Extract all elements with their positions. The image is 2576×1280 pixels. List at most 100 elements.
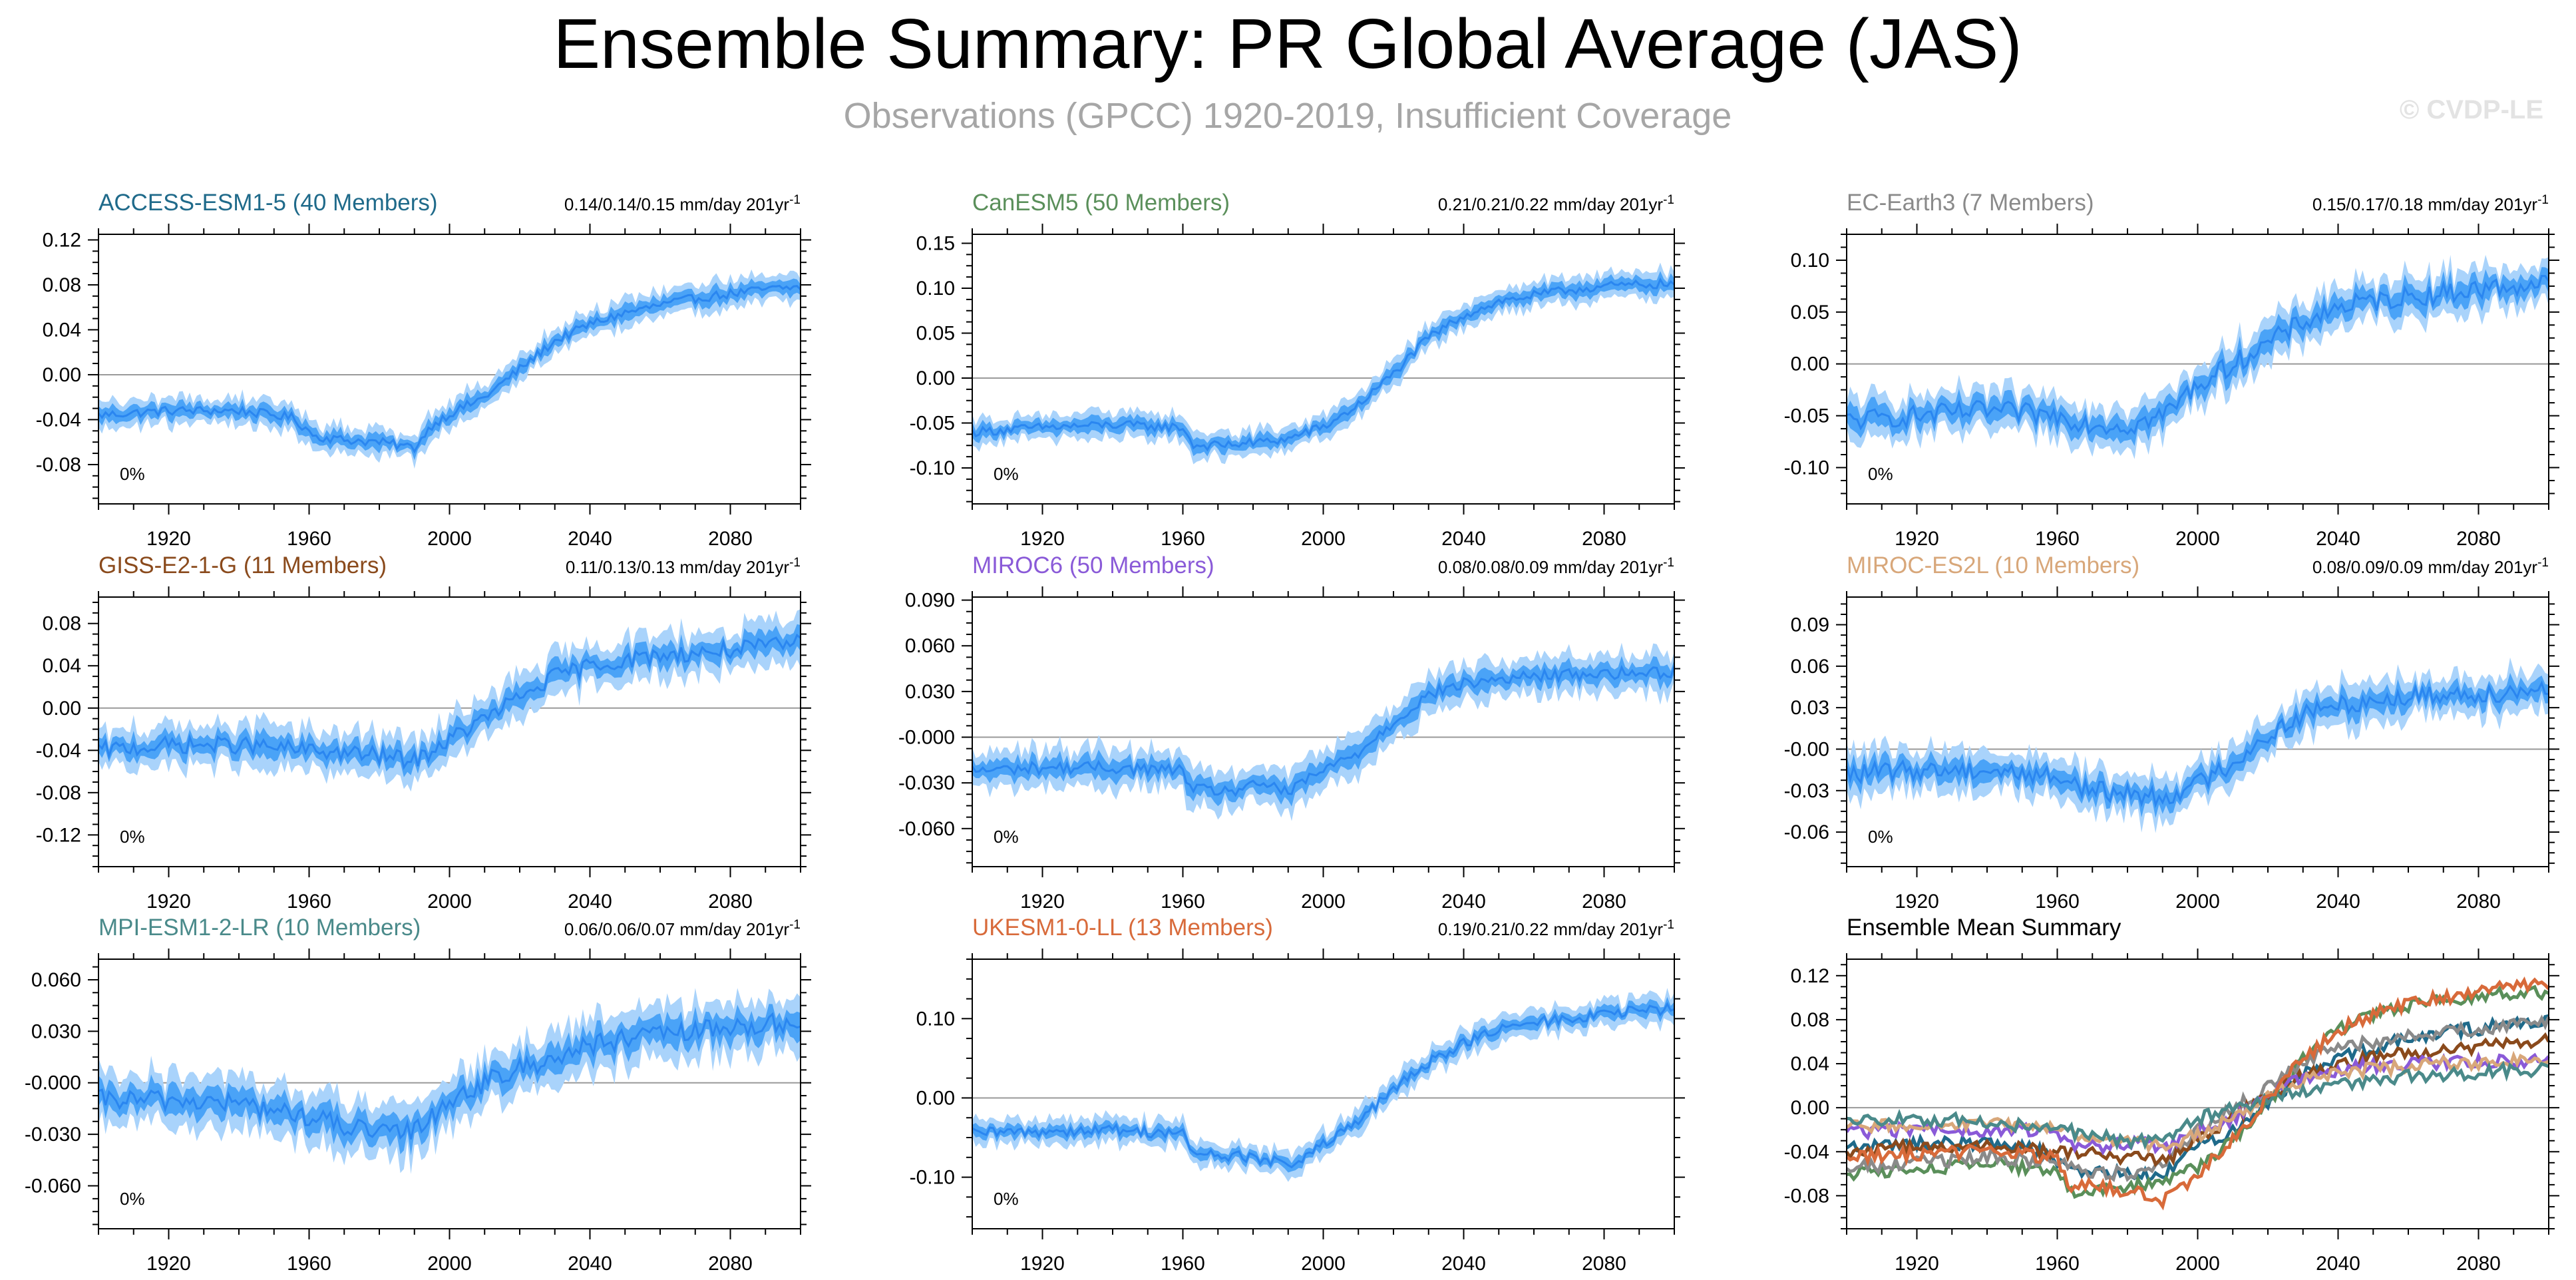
x-tick-label: 2040 (568, 1253, 612, 1275)
y-tick-label: 0.03 (1791, 697, 1829, 719)
chart-panel: MIROC-ES2L (10 Members) 0.08/0.09/0.09 mm… (1784, 552, 2559, 913)
y-tick-label: -0.030 (898, 772, 955, 794)
x-tick-label: 2040 (1441, 891, 1486, 913)
panel-stat: 0.19/0.21/0.22 mm/day 201yr-1 (1438, 918, 1674, 939)
series-line (1845, 976, 2550, 1211)
y-tick-label: -0.10 (910, 1167, 955, 1189)
panel-stat-superscript: -1 (2537, 556, 2549, 570)
panel-stat: 0.08/0.08/0.09 mm/day 201yr-1 (1438, 556, 1674, 577)
plot-area (1847, 959, 2549, 1229)
x-tick-label: 1920 (146, 891, 191, 913)
spread-band-inner (972, 996, 1674, 1173)
y-tick-label: -0.08 (36, 454, 81, 476)
y-tick-label: -0.04 (36, 740, 81, 761)
x-tick-label: 2040 (1441, 528, 1486, 550)
y-tick-label: 0.10 (916, 1008, 955, 1030)
y-tick-label: 0.060 (905, 635, 955, 657)
spread-band-inner (972, 271, 1674, 457)
y-tick-label: -0.03 (1784, 780, 1829, 802)
y-tick-label: 0.08 (43, 274, 81, 296)
spread-band-inner (972, 656, 1674, 807)
y-tick-label: 0.00 (916, 1087, 955, 1109)
panel-stat-value: 0.08/0.09/0.09 mm/day 201yr (2312, 557, 2538, 577)
y-tick-label: 0.00 (1791, 353, 1829, 375)
panel-title: CanESM5 (50 Members) (972, 190, 1230, 216)
x-tick-label: 2040 (568, 891, 612, 913)
y-tick-label: -0.08 (1784, 1185, 1829, 1207)
x-tick-label: 2080 (708, 528, 753, 550)
panel-title: MPI-ESM1-2-LR (10 Members) (98, 915, 421, 941)
x-tick-label: 1920 (146, 528, 191, 550)
x-tick-label: 1960 (2035, 528, 2080, 550)
panel-stat-value: 0.06/0.06/0.07 mm/day 201yr (564, 919, 790, 939)
panel-stat: 0.08/0.09/0.09 mm/day 201yr-1 (2312, 556, 2549, 577)
ensemble-mean-line (972, 1002, 1675, 1169)
panel-stat-superscript: -1 (789, 193, 801, 207)
y-tick-label: 0.060 (31, 969, 81, 991)
x-tick-label: 1960 (287, 1253, 331, 1275)
panel-percent-label: 0% (994, 827, 1019, 847)
y-tick-label: 0.00 (916, 367, 955, 389)
panel-stat-superscript: -1 (1663, 556, 1674, 570)
x-tick-label: 2040 (1441, 1253, 1486, 1275)
x-tick-label: 2000 (427, 528, 472, 550)
panel-percent-label: 0% (1868, 827, 1893, 847)
chart-panel: MPI-ESM1-2-LR (10 Members) 0.06/0.06/0.07… (25, 915, 811, 1275)
panel-percent-label: 0% (120, 464, 145, 484)
panel-title: Ensemble Mean Summary (1847, 915, 2121, 941)
x-tick-label: 2080 (2456, 1253, 2501, 1275)
x-tick-label: 2080 (2456, 528, 2501, 550)
series-line (1845, 1014, 2549, 1183)
x-tick-label: 1920 (146, 1253, 191, 1275)
x-tick-label: 2040 (2316, 1253, 2360, 1275)
copyright-watermark: © CVDP-LE (2400, 95, 2543, 124)
x-tick-label: 1960 (2035, 1253, 2080, 1275)
panel-stat: 0.21/0.21/0.22 mm/day 201yr-1 (1438, 193, 1674, 214)
plot-area (1847, 597, 2549, 867)
panel-title: ACCESS-ESM1-5 (40 Members) (98, 190, 438, 216)
panel-percent-label: 0% (994, 1189, 1019, 1209)
x-tick-label: 2000 (1301, 528, 1346, 550)
ensemble-mean-line (97, 284, 802, 454)
y-tick-label: 0.05 (1791, 302, 1829, 323)
chart-panel: EC-Earth3 (7 Members) 0.15/0.17/0.18 mm/d… (1784, 190, 2559, 550)
x-tick-label: 2080 (1582, 891, 1626, 913)
y-tick-label: -0.060 (898, 818, 955, 840)
chart-panel: UKESM1-0-LL (13 Members) 0.19/0.21/0.22 m… (910, 915, 1685, 1275)
plot-area (972, 597, 1674, 867)
panel-stat-value: 0.11/0.13/0.13 mm/day 201yr (566, 557, 790, 577)
chart-panel: MIROC6 (50 Members) 0.08/0.08/0.09 mm/day… (898, 552, 1685, 913)
panel-grid: ACCESS-ESM1-5 (40 Members) 0.14/0.14/0.15… (25, 190, 2559, 1275)
ensemble-mean-line (971, 664, 1676, 797)
panel-stat-superscript: -1 (1663, 193, 1674, 207)
x-tick-label: 1920 (1895, 528, 1939, 550)
y-tick-label: 0.09 (1791, 614, 1829, 636)
panel-title: MIROC-ES2L (10 Members) (1847, 552, 2139, 578)
y-tick-label: -0.10 (910, 457, 955, 479)
x-tick-label: 2000 (1301, 1253, 1346, 1275)
y-tick-label: 0.090 (905, 590, 955, 612)
y-tick-label: 0.00 (43, 364, 81, 386)
x-tick-label: 2080 (1582, 1253, 1626, 1275)
x-tick-label: 2080 (2456, 891, 2501, 913)
ensemble-mean-line (97, 633, 801, 770)
x-tick-label: 2040 (2316, 891, 2360, 913)
chart-panel: GISS-E2-1-G (11 Members) 0.11/0.13/0.13 m… (36, 552, 811, 913)
x-tick-label: 2000 (2175, 891, 2220, 913)
y-tick-label: 0.04 (43, 319, 81, 341)
panel-stat-superscript: -1 (789, 918, 801, 932)
panel-stat: 0.15/0.17/0.18 mm/day 201yr-1 (2312, 193, 2549, 214)
y-tick-label: -0.12 (36, 824, 81, 846)
y-tick-label: 0.00 (1791, 1097, 1829, 1119)
y-tick-label: 0.04 (43, 655, 81, 677)
panel-stat-value: 0.15/0.17/0.18 mm/day 201yr (2312, 194, 2538, 214)
y-tick-label: 0.05 (916, 323, 955, 345)
y-tick-label: 0.08 (1791, 1009, 1829, 1031)
x-tick-label: 2000 (2175, 528, 2220, 550)
y-tick-label: 0.00 (43, 698, 81, 720)
x-tick-label: 2080 (1582, 528, 1626, 550)
y-tick-label: -0.04 (36, 409, 81, 431)
y-tick-label: 0.12 (1791, 965, 1829, 987)
x-tick-label: 1960 (1161, 891, 1205, 913)
